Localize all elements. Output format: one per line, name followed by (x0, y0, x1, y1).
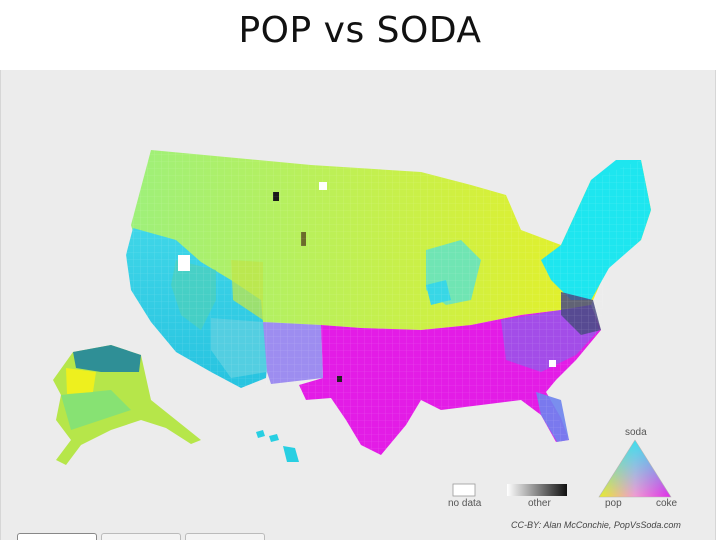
region-alaska-south (61, 390, 131, 430)
region-alaska-pop (66, 368, 96, 394)
page-title: POP vs SODA (238, 10, 482, 51)
tab-3[interactable] (185, 533, 265, 540)
map-credit: CC-BY: Alan McConchie, PopVsSoda.com (511, 520, 681, 530)
map-panel[interactable]: soda no data other pop coke CC-BY: Alan … (0, 70, 716, 540)
tab-2[interactable] (101, 533, 181, 540)
tab-strip (17, 533, 265, 540)
tab-1[interactable] (17, 533, 97, 540)
legend-no-data-swatch (452, 483, 476, 497)
us-county-map (53, 150, 672, 498)
legend-no-data-label: no data (448, 498, 482, 509)
region-hawaii (256, 430, 299, 462)
legend-other-ramp (507, 484, 567, 496)
region-alaska-north (73, 345, 141, 372)
legend-soda-label: soda (625, 427, 647, 438)
legend-coke-label: coke (656, 498, 678, 509)
legend-pop-label: pop (605, 498, 622, 509)
legend-other-label: other (528, 498, 551, 509)
